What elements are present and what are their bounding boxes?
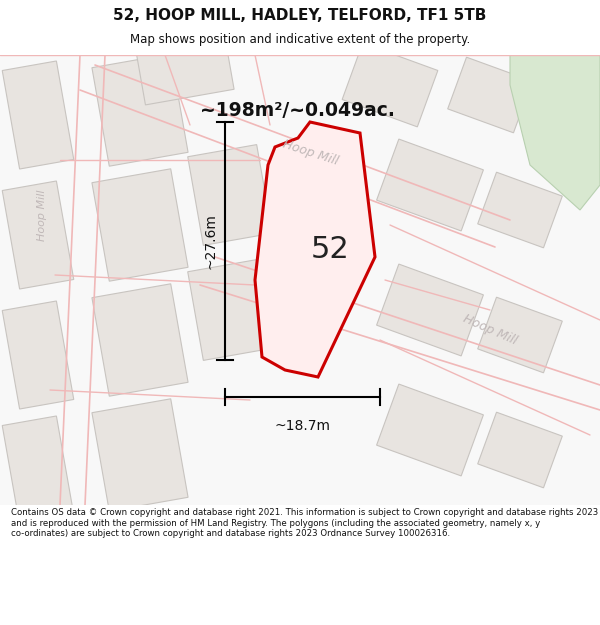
Text: Hoop Mill: Hoop Mill	[37, 189, 47, 241]
Text: Map shows position and indicative extent of the property.: Map shows position and indicative extent…	[130, 32, 470, 46]
Bar	[2, 181, 74, 289]
Bar	[342, 43, 438, 127]
Text: Hoop Mill: Hoop Mill	[461, 312, 519, 348]
Bar	[92, 169, 188, 281]
Text: 52, HOOP MILL, HADLEY, TELFORD, TF1 5TB: 52, HOOP MILL, HADLEY, TELFORD, TF1 5TB	[113, 8, 487, 22]
Bar	[377, 384, 484, 476]
Polygon shape	[255, 122, 375, 377]
Bar	[92, 284, 188, 396]
Bar	[136, 35, 234, 105]
Text: Contains OS data © Crown copyright and database right 2021. This information is : Contains OS data © Crown copyright and d…	[11, 508, 598, 538]
Bar	[188, 259, 272, 361]
Text: ~18.7m: ~18.7m	[275, 419, 331, 433]
Polygon shape	[510, 55, 600, 210]
Bar	[92, 54, 188, 166]
Bar	[2, 301, 74, 409]
Text: 52: 52	[311, 236, 349, 264]
Text: ~27.6m: ~27.6m	[203, 213, 217, 269]
Bar	[377, 264, 484, 356]
Bar	[448, 58, 532, 132]
Bar	[478, 173, 562, 248]
Bar	[377, 139, 484, 231]
Bar	[478, 298, 562, 372]
Text: Hoop Mill: Hoop Mill	[281, 138, 340, 168]
Bar	[92, 399, 188, 511]
Bar	[478, 412, 562, 488]
Bar	[2, 416, 74, 524]
Bar	[188, 144, 272, 246]
Bar	[2, 61, 74, 169]
Text: ~198m²/~0.049ac.: ~198m²/~0.049ac.	[200, 101, 395, 119]
